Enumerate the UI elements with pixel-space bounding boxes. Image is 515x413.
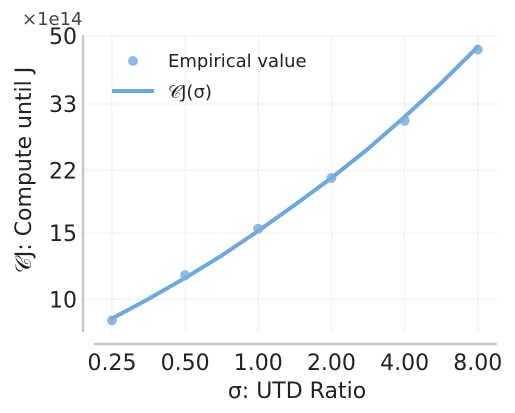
grid	[83, 35, 497, 332]
y-tick-label: 22	[49, 159, 77, 184]
data-point	[472, 44, 483, 55]
y-tick-label: 10	[49, 288, 77, 313]
data-point	[326, 173, 337, 184]
x-axis-label: σ: UTD Ratio	[228, 379, 366, 404]
tick-labels: 0.25 0.50 1.00 2.00 4.00 8.00 10 15 22 33 50	[49, 25, 502, 376]
data-point	[106, 315, 117, 326]
legend-label-fit: 𝒞J(σ)	[168, 82, 212, 103]
fit-curve	[110, 44, 480, 321]
x-tick-label: 0.25	[87, 351, 136, 376]
data-point	[253, 223, 264, 234]
y-tick-label: 50	[49, 25, 77, 50]
data-point	[180, 270, 191, 281]
legend-marker-empirical	[128, 56, 138, 66]
x-tick-label: 2.00	[307, 351, 356, 376]
exponent-label: ×1e14	[22, 9, 83, 30]
x-tick-label: 8.00	[453, 351, 502, 376]
y-axis-label: 𝒞J: Compute until J	[12, 67, 37, 273]
x-tick-label: 1.00	[234, 351, 283, 376]
data-point	[399, 115, 410, 126]
x-tick-label: 4.00	[380, 351, 429, 376]
legend-label-empirical: Empirical value	[168, 51, 307, 72]
y-tick-label: 33	[49, 93, 77, 118]
axes	[81, 35, 497, 346]
legend: Empirical value 𝒞J(σ)	[112, 51, 307, 103]
y-tick-label: 15	[49, 222, 77, 247]
x-tick-label: 0.50	[161, 351, 210, 376]
series	[106, 44, 483, 326]
